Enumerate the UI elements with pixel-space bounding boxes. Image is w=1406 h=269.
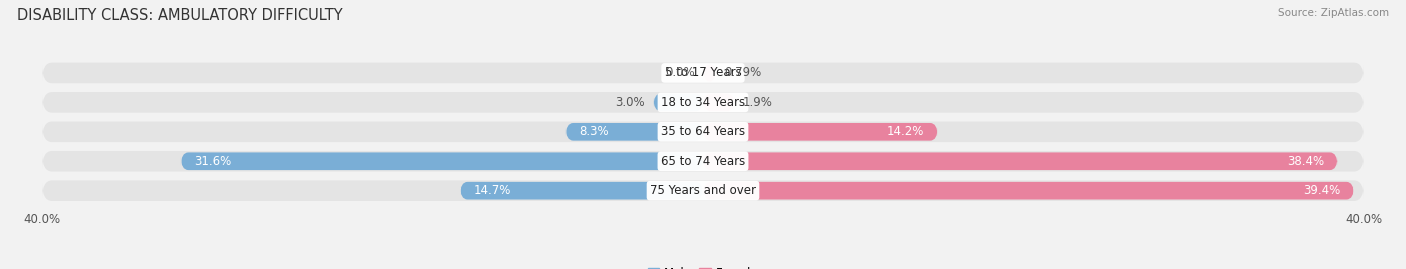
Text: 14.7%: 14.7%	[474, 184, 510, 197]
FancyBboxPatch shape	[703, 123, 938, 141]
Text: 5 to 17 Years: 5 to 17 Years	[665, 66, 741, 79]
FancyBboxPatch shape	[565, 123, 703, 141]
Text: 0.0%: 0.0%	[665, 66, 695, 79]
Text: Source: ZipAtlas.com: Source: ZipAtlas.com	[1278, 8, 1389, 18]
FancyBboxPatch shape	[703, 153, 1337, 170]
Text: 65 to 74 Years: 65 to 74 Years	[661, 155, 745, 168]
FancyBboxPatch shape	[181, 153, 703, 170]
Text: 38.4%: 38.4%	[1286, 155, 1324, 168]
Text: 8.3%: 8.3%	[579, 125, 609, 138]
FancyBboxPatch shape	[703, 64, 716, 82]
FancyBboxPatch shape	[703, 182, 1354, 200]
FancyBboxPatch shape	[42, 63, 1364, 83]
FancyBboxPatch shape	[654, 94, 703, 111]
FancyBboxPatch shape	[460, 182, 703, 200]
Text: 0.79%: 0.79%	[724, 66, 762, 79]
Text: 35 to 64 Years: 35 to 64 Years	[661, 125, 745, 138]
FancyBboxPatch shape	[42, 151, 1364, 172]
Text: 14.2%: 14.2%	[887, 125, 924, 138]
Text: 31.6%: 31.6%	[194, 155, 232, 168]
Legend: Male, Female: Male, Female	[643, 263, 763, 269]
FancyBboxPatch shape	[703, 94, 734, 111]
Text: 39.4%: 39.4%	[1303, 184, 1341, 197]
FancyBboxPatch shape	[42, 92, 1364, 113]
FancyBboxPatch shape	[42, 180, 1364, 201]
Text: 18 to 34 Years: 18 to 34 Years	[661, 96, 745, 109]
Text: 75 Years and over: 75 Years and over	[650, 184, 756, 197]
Text: 1.9%: 1.9%	[742, 96, 772, 109]
FancyBboxPatch shape	[42, 122, 1364, 142]
Text: 3.0%: 3.0%	[616, 96, 645, 109]
Text: DISABILITY CLASS: AMBULATORY DIFFICULTY: DISABILITY CLASS: AMBULATORY DIFFICULTY	[17, 8, 343, 23]
